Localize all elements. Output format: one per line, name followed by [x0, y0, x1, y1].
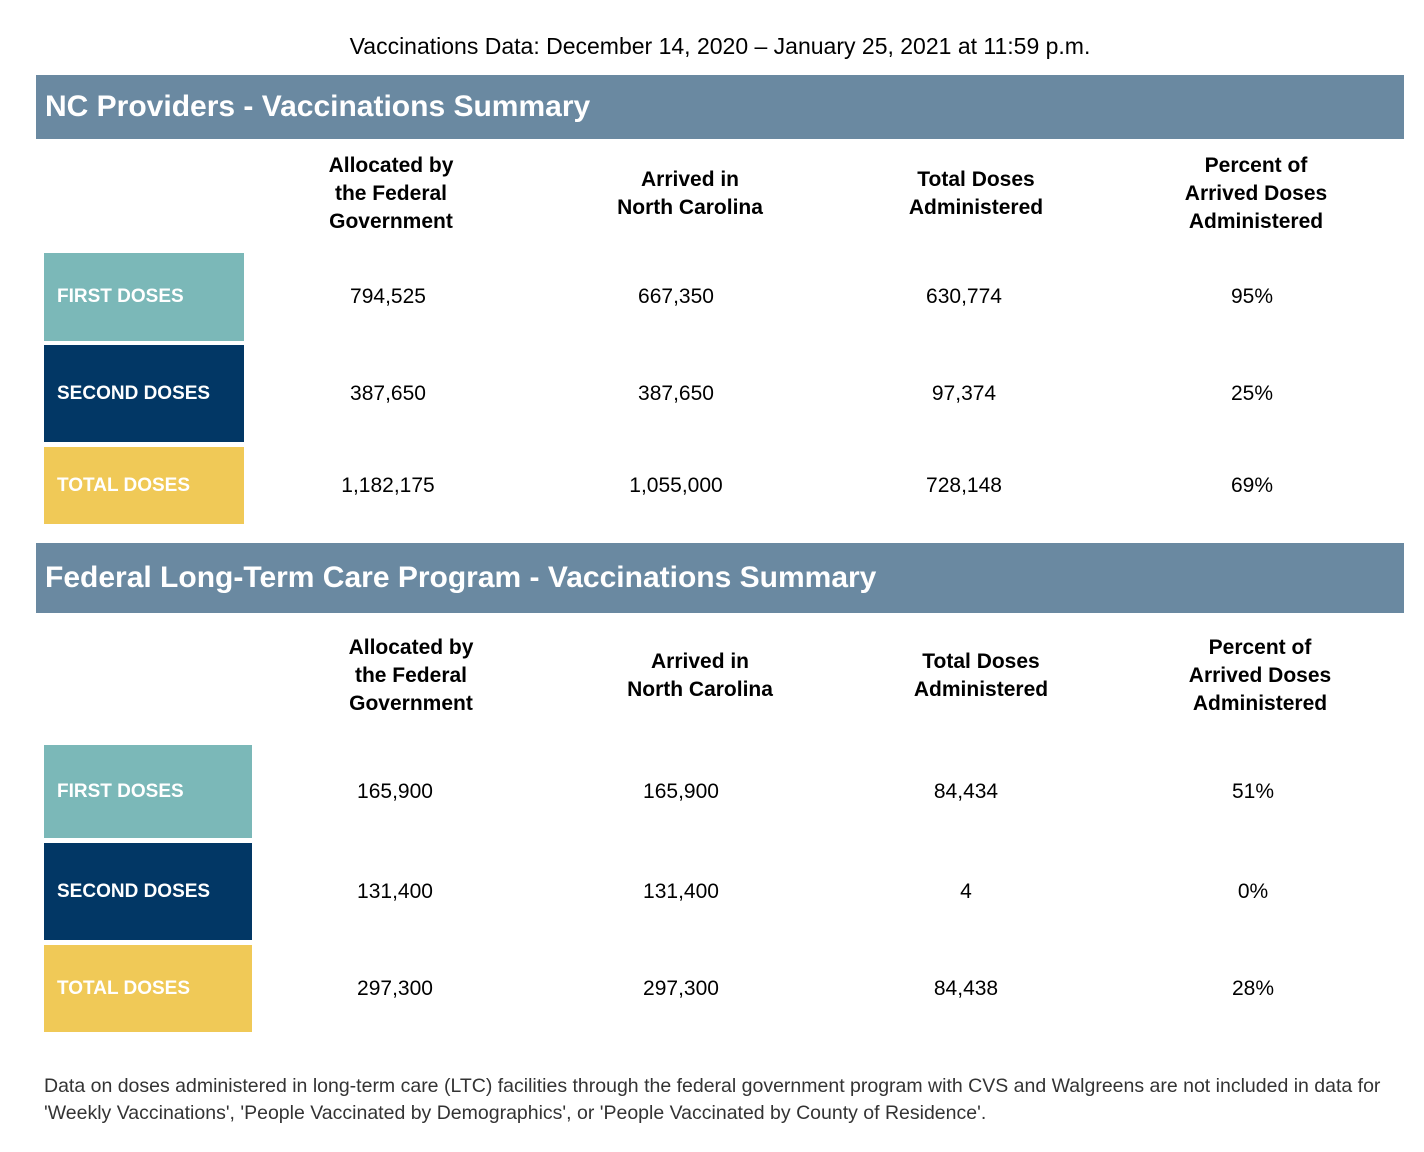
column-header-percent: Percent of Arrived Doses Administered	[1150, 630, 1370, 722]
section-header-nc-providers: NC Providers - Vaccinations Summary	[36, 75, 1404, 139]
column-header-line: the Federal	[354, 664, 468, 687]
column-header-allocated: Allocated by the Federal Government	[301, 630, 521, 722]
row-label-total-doses: TOTAL DOSES	[44, 945, 252, 1032]
column-header-line: Percent of	[1204, 154, 1308, 177]
cell-arrived: 297,300	[643, 976, 719, 1000]
cell-allocated: 131,400	[357, 879, 433, 903]
cell-administered: 97,374	[931, 381, 997, 405]
column-header-line: Percent of	[1208, 636, 1312, 659]
cell-percent: 28%	[1231, 976, 1275, 1000]
column-header-arrived: Arrived in North Carolina	[590, 630, 810, 722]
column-header-administered: Total Doses Administered	[866, 148, 1086, 240]
row-label-first-doses: FIRST DOSES	[44, 745, 252, 838]
column-header-administered: Total Doses Administered	[871, 630, 1091, 722]
row-label-first-doses: FIRST DOSES	[44, 253, 244, 341]
cell-percent: 51%	[1231, 779, 1275, 803]
cell-allocated: 1,182,175	[341, 473, 435, 497]
cell-allocated: 297,300	[357, 976, 433, 1000]
column-header-line: Total Doses	[922, 650, 1040, 673]
column-header-line: North Carolina	[617, 196, 763, 219]
column-header-line: Arrived in	[640, 168, 740, 191]
column-header-percent: Percent of Arrived Doses Administered	[1146, 148, 1366, 240]
column-header-line: Government	[349, 692, 473, 715]
cell-percent: 25%	[1230, 381, 1274, 405]
cell-administered: 84,438	[933, 976, 999, 1000]
cell-administered: 84,434	[933, 779, 999, 803]
row-label-total-doses: TOTAL DOSES	[44, 447, 244, 524]
column-header-line: Administered	[908, 196, 1044, 219]
cell-arrived: 667,350	[638, 285, 714, 308]
column-header-line: Arrived Doses	[1184, 182, 1328, 205]
column-header-line: Arrived Doses	[1188, 664, 1332, 687]
column-header-line: Administered	[913, 678, 1049, 701]
column-header-line: Allocated by	[348, 636, 474, 659]
row-label-second-doses: SECOND DOSES	[44, 345, 244, 442]
cell-arrived: 165,900	[643, 779, 719, 803]
column-header-line: Total Doses	[917, 168, 1035, 191]
cell-administered: 728,148	[926, 473, 1002, 497]
section-header-federal-ltc: Federal Long-Term Care Program - Vaccina…	[36, 543, 1404, 613]
column-header-line: Government	[329, 210, 453, 233]
column-header-line: Administered	[1192, 692, 1328, 715]
page-title: Vaccinations Data: December 14, 2020 – J…	[349, 33, 1091, 59]
cell-percent: 0%	[1237, 879, 1269, 903]
column-header-line: Administered	[1188, 210, 1324, 233]
cell-arrived: 387,650	[638, 381, 714, 405]
cell-administered: 4	[960, 879, 972, 903]
cell-allocated: 387,650	[350, 381, 426, 405]
column-header-line: Arrived in	[650, 650, 750, 673]
cell-arrived: 1,055,000	[629, 473, 723, 497]
cell-arrived: 131,400	[643, 879, 719, 903]
column-header-line: Allocated by	[328, 154, 454, 177]
cell-percent: 95%	[1230, 285, 1274, 308]
column-header-line: North Carolina	[627, 678, 773, 701]
column-header-line: the Federal	[334, 182, 448, 205]
row-label-second-doses: SECOND DOSES	[44, 843, 252, 940]
column-header-allocated: Allocated by the Federal Government	[281, 148, 501, 240]
cell-percent: 69%	[1230, 473, 1274, 497]
column-header-arrived: Arrived in North Carolina	[580, 148, 800, 240]
footnote: Data on doses administered in long-term …	[44, 1075, 1381, 1124]
cell-allocated: 794,525	[350, 285, 426, 308]
cell-allocated: 165,900	[357, 779, 433, 803]
cell-administered: 630,774	[926, 285, 1002, 308]
